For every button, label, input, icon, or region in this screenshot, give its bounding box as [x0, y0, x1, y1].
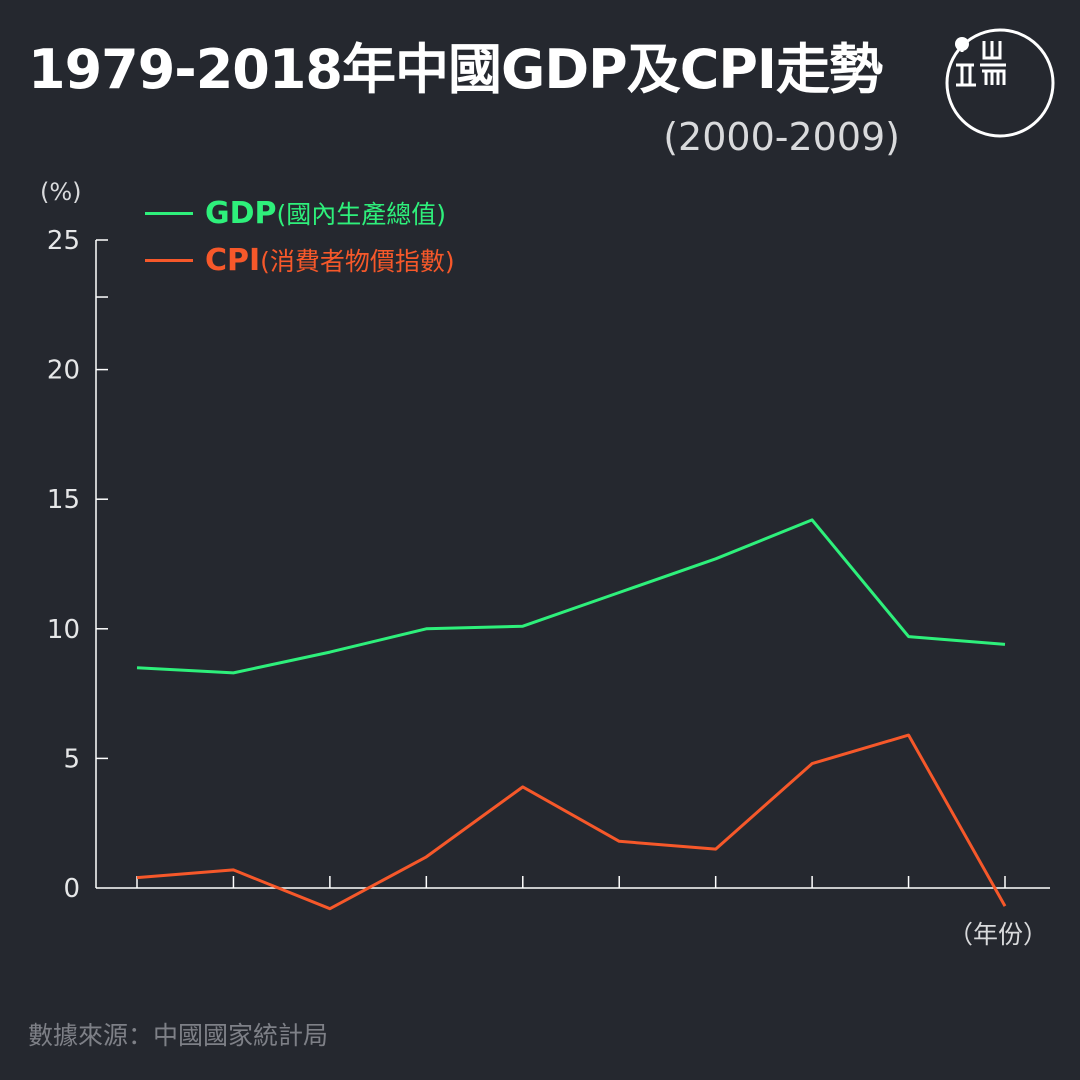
series-line-gdp — [136, 518, 1006, 675]
y-axis-unit-label: (%) — [40, 178, 82, 206]
y-tick-label: 10 — [47, 615, 80, 645]
legend-name-cpi: CPI — [205, 242, 261, 278]
legend-desc-gdp: (國內生產總值) — [276, 200, 447, 229]
legend-swatch-gdp — [145, 211, 193, 215]
initium-media-logo-icon — [945, 28, 1055, 138]
y-tick-label: 20 — [47, 356, 80, 386]
chart-title: 1979-2018年中國GDP及CPI走勢 — [28, 38, 883, 101]
legend-item-gdp: GDP (國內生產總值) — [145, 193, 446, 233]
y-tick-label: 5 — [63, 744, 80, 774]
series-line-cpi — [136, 733, 1007, 911]
y-tick-label: 0 — [63, 874, 80, 904]
source-note: 數據來源：中國國家統計局 — [28, 1021, 329, 1050]
legend-name-gdp: GDP — [205, 195, 277, 231]
legend-swatch-cpi — [145, 258, 193, 262]
legend-item-cpi: CPI (消費者物價指數) — [145, 240, 455, 280]
y-tick-label: 25 — [47, 226, 80, 256]
chart-subtitle: (2000-2009) — [663, 115, 900, 159]
y-tick-label: 15 — [47, 485, 80, 515]
legend-desc-cpi: (消費者物價指數) — [260, 247, 455, 276]
x-axis-unit-label: （年份） — [948, 920, 1048, 949]
